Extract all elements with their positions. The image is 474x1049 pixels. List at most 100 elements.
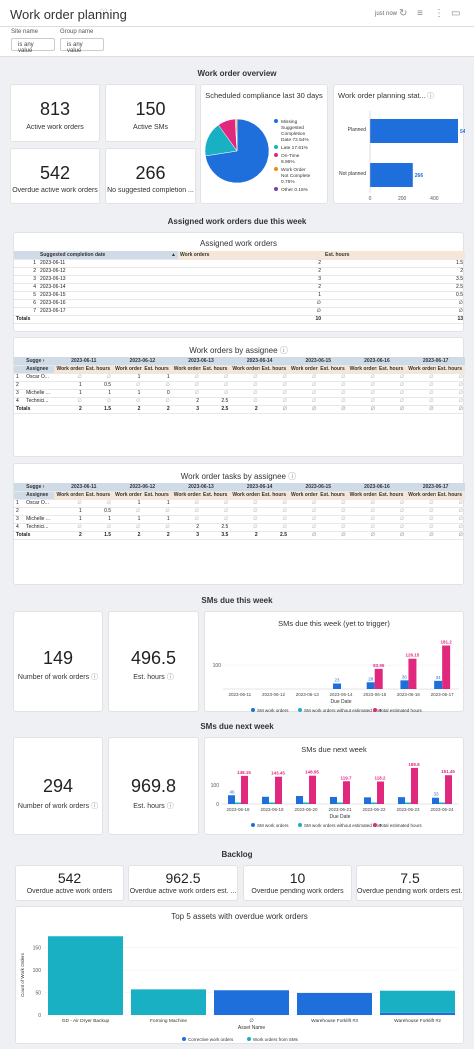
chart-title: SMs due next week [301, 745, 367, 754]
table-header: Est. hours [376, 491, 407, 500]
sm-orders-bar [380, 990, 455, 1013]
bar-label: 119.7 [340, 775, 352, 780]
legend-label: SM work orders [257, 708, 289, 713]
date-header: 2023-06-12 [113, 357, 172, 366]
total-hours-bar [275, 776, 282, 804]
table-header: Work orders [54, 365, 84, 374]
work-orders-by-assignee-card: Work orders by assignee ⓘ Sugge › 2023-06… [13, 337, 465, 457]
date-header: 2023-06-17 [406, 483, 465, 492]
table-header: Work orders [406, 365, 436, 374]
info-icon[interactable]: ⓘ [91, 674, 99, 681]
x-tick-label: 2023-06-14 [329, 692, 353, 697]
table-header[interactable]: Assignee [24, 491, 55, 500]
legend-swatch [274, 119, 278, 123]
table-row: 2 1 0.5 ∅ ∅ ∅ ∅ ∅ ∅ ∅ ∅ ∅ ∅ ∅ ∅ [14, 507, 465, 516]
table-header[interactable]: Sugge › [24, 357, 55, 366]
kpi-value: 7.5 [400, 870, 420, 886]
info-icon[interactable]: ⓘ [166, 674, 174, 681]
table-header: Est. hours [318, 365, 348, 374]
y-tick-label: 150 [33, 946, 42, 952]
assigned-work-orders-table-card: Assigned work orders Suggested completio… [13, 232, 465, 332]
legend-swatch [274, 187, 278, 191]
x-tick-label: Warehouse Forklift #2 [394, 1018, 441, 1024]
planning-title: Work order planning stat... [338, 91, 426, 100]
total-hours-bar [445, 775, 452, 804]
table-header: Est. hours [435, 491, 465, 500]
table-header: Work orders [113, 365, 143, 374]
table-row: 3 2023-06-13 3 3.5 [14, 275, 465, 284]
x-tick-label: 2023-06-11 [229, 692, 252, 697]
favorite-icon[interactable]: ♡ [99, 8, 108, 19]
date-header: 2023-06-11 [54, 483, 114, 492]
info-icon[interactable]: ⓘ [279, 346, 288, 355]
kpi-value: 969.8 [130, 776, 177, 796]
filter-bar: Site name is any value Group name is any… [0, 27, 474, 57]
last-updated: just now [375, 11, 398, 17]
kpi-value: 150 [135, 99, 166, 119]
bar-label: 126.15 [406, 653, 420, 658]
table-header: Work orders [347, 365, 377, 374]
folder-icon[interactable]: ▭ [451, 8, 461, 19]
refresh-icon[interactable]: ↻ [399, 8, 408, 19]
sm-bar [434, 680, 443, 689]
site-name-filter[interactable]: is any value [11, 38, 55, 54]
y-tick-label: 100 [211, 783, 220, 789]
filter-label-site: Site name [11, 29, 39, 35]
table-header[interactable]: Work orders [178, 251, 323, 260]
x-tick-label: Warehouse Forklift #3 [311, 1018, 358, 1024]
sm-no-est-bar [371, 802, 377, 804]
kpi-label: Overdue active work orders est. ... [129, 888, 237, 895]
legend-swatch [251, 823, 255, 827]
table-header[interactable]: Sugge › [24, 483, 55, 492]
sms-next-week-chart: 100 0 2023-06-18 46 148.15 2023-06-19 143.45 20… [211, 762, 459, 828]
date-header: 2023-06-16 [347, 357, 407, 366]
bar-label: 148.15 [237, 770, 251, 775]
assigned-table: Suggested completion date ▲ Work orders Es… [14, 251, 465, 324]
table-header: Est. hours [435, 365, 465, 374]
table-header [14, 251, 38, 260]
table-row: 2 1 0.5 ∅ ∅ ∅ ∅ ∅ ∅ ∅ ∅ ∅ ∅ ∅ ∅ [14, 381, 465, 390]
bar-value-label: 266 [415, 173, 424, 179]
kpi-active-sms: 150 Active SMs [105, 84, 196, 142]
sm-orders-bar [48, 936, 123, 1015]
date-header: 2023-06-13 [171, 483, 231, 492]
info-icon[interactable]: ⓘ [427, 93, 434, 100]
table-header: Est. hours [83, 365, 114, 374]
legend-label: 0.75% [281, 179, 295, 185]
table-header[interactable]: Assignee [24, 365, 55, 374]
scheduled-compliance-card: Scheduled compliance last 30 days Missin… [200, 84, 328, 204]
bar-label: 36 [402, 674, 408, 679]
x-tick-label: ∅ [249, 1018, 253, 1024]
kpi-value: 542 [57, 870, 82, 886]
y-tick-label: 100 [33, 968, 42, 974]
x-axis-title: Due Date [330, 699, 351, 705]
table-header[interactable]: Suggested completion date ▲ [38, 251, 178, 260]
info-icon[interactable]: ⓘ [166, 803, 174, 810]
bar-label: 33 [433, 792, 439, 797]
assignee-title-wrap: Work orders by assignee ⓘ [14, 345, 463, 356]
info-icon[interactable]: ⓘ [288, 472, 297, 481]
group-name-filter[interactable]: is any value [60, 38, 104, 54]
y-tick-label: 50 [35, 991, 41, 997]
table-header: Est. hours [83, 491, 114, 500]
filter-icon[interactable]: ≡ [417, 8, 423, 19]
y-tick-label: 100 [213, 663, 222, 669]
sm-no-est-bar [269, 802, 275, 804]
x-tick-label: 2023-06-21 [328, 807, 352, 812]
table-header[interactable]: Est. hours [323, 251, 465, 260]
table-header [14, 491, 25, 500]
date-header: 2023-06-12 [113, 483, 172, 492]
sms-next-week-chart-card: SMs due next week 100 0 2023-06-18 46 148.15… [204, 737, 464, 835]
sms-this-week-chart-card: SMs due this week (yet to trigger) 100 20… [204, 611, 464, 713]
more-options-icon[interactable]: ⋮ [434, 8, 444, 19]
legend-label: Other 0.15% [281, 187, 309, 193]
info-icon[interactable]: ⓘ [91, 803, 99, 810]
table-row: 4 2023-06-14 2 2.5 [14, 283, 465, 292]
table-row: 5 2023-06-15 1 0.5 [14, 291, 465, 300]
table-header: Est. hours [259, 491, 289, 500]
legend-label: Work orders from SMs [253, 1037, 299, 1042]
legend-label: Not Complete [281, 173, 311, 179]
table-row: 2 2023-06-12 2 2 [14, 267, 465, 276]
total-hours-bar [343, 781, 350, 804]
kpi-overdue-active: 542 Overdue active work orders [10, 148, 100, 204]
